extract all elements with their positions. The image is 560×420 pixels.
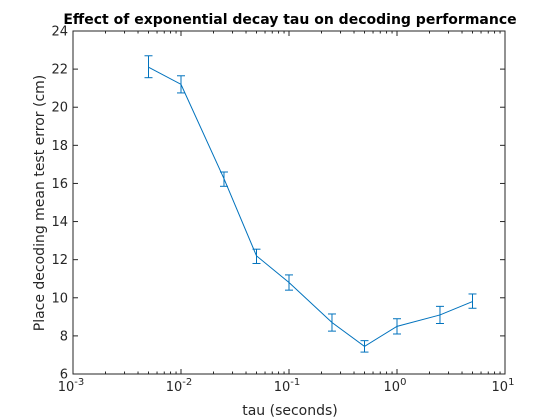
y-tick-label: 14 bbox=[51, 215, 68, 230]
x-axis: 10-3 10-2 10-1 100 101 bbox=[58, 31, 515, 395]
x-axis-label: tau (seconds) bbox=[242, 403, 338, 419]
x-tick-label: 10-1 bbox=[274, 377, 301, 395]
x-tick-label: 100 bbox=[384, 377, 407, 395]
x-tick-label: 101 bbox=[492, 377, 515, 395]
y-axis-label: Place decoding mean test error (cm) bbox=[32, 75, 48, 332]
series-line bbox=[148, 66, 473, 347]
error-bar bbox=[393, 318, 401, 335]
x-tick-label: 10-2 bbox=[166, 377, 193, 395]
error-bar bbox=[468, 293, 477, 309]
error-bar bbox=[435, 305, 444, 325]
y-tick-label: 6 bbox=[60, 368, 68, 383]
series-layer bbox=[144, 55, 477, 353]
x-tick-label: 10-3 bbox=[58, 377, 85, 395]
error-bar bbox=[285, 274, 293, 291]
error-bar bbox=[327, 313, 336, 332]
y-tick-label: 10 bbox=[51, 291, 68, 306]
y-tick-label: 8 bbox=[60, 329, 68, 344]
y-tick-label: 24 bbox=[51, 25, 68, 40]
y-tick-label: 22 bbox=[51, 63, 68, 78]
error-bar bbox=[219, 171, 228, 187]
y-axis: 6 8 10 12 14 16 18 20 22 24 bbox=[51, 25, 505, 383]
error-bar bbox=[360, 340, 369, 353]
error-bar bbox=[177, 75, 185, 94]
error-bar bbox=[144, 55, 153, 79]
y-tick-label: 16 bbox=[51, 177, 68, 192]
y-tick-label: 18 bbox=[51, 139, 68, 154]
y-tick-label: 20 bbox=[51, 101, 68, 116]
chart-title: Effect of exponential decay tau on decod… bbox=[63, 12, 516, 28]
error-bar bbox=[252, 248, 261, 264]
y-tick-label: 12 bbox=[51, 253, 68, 268]
